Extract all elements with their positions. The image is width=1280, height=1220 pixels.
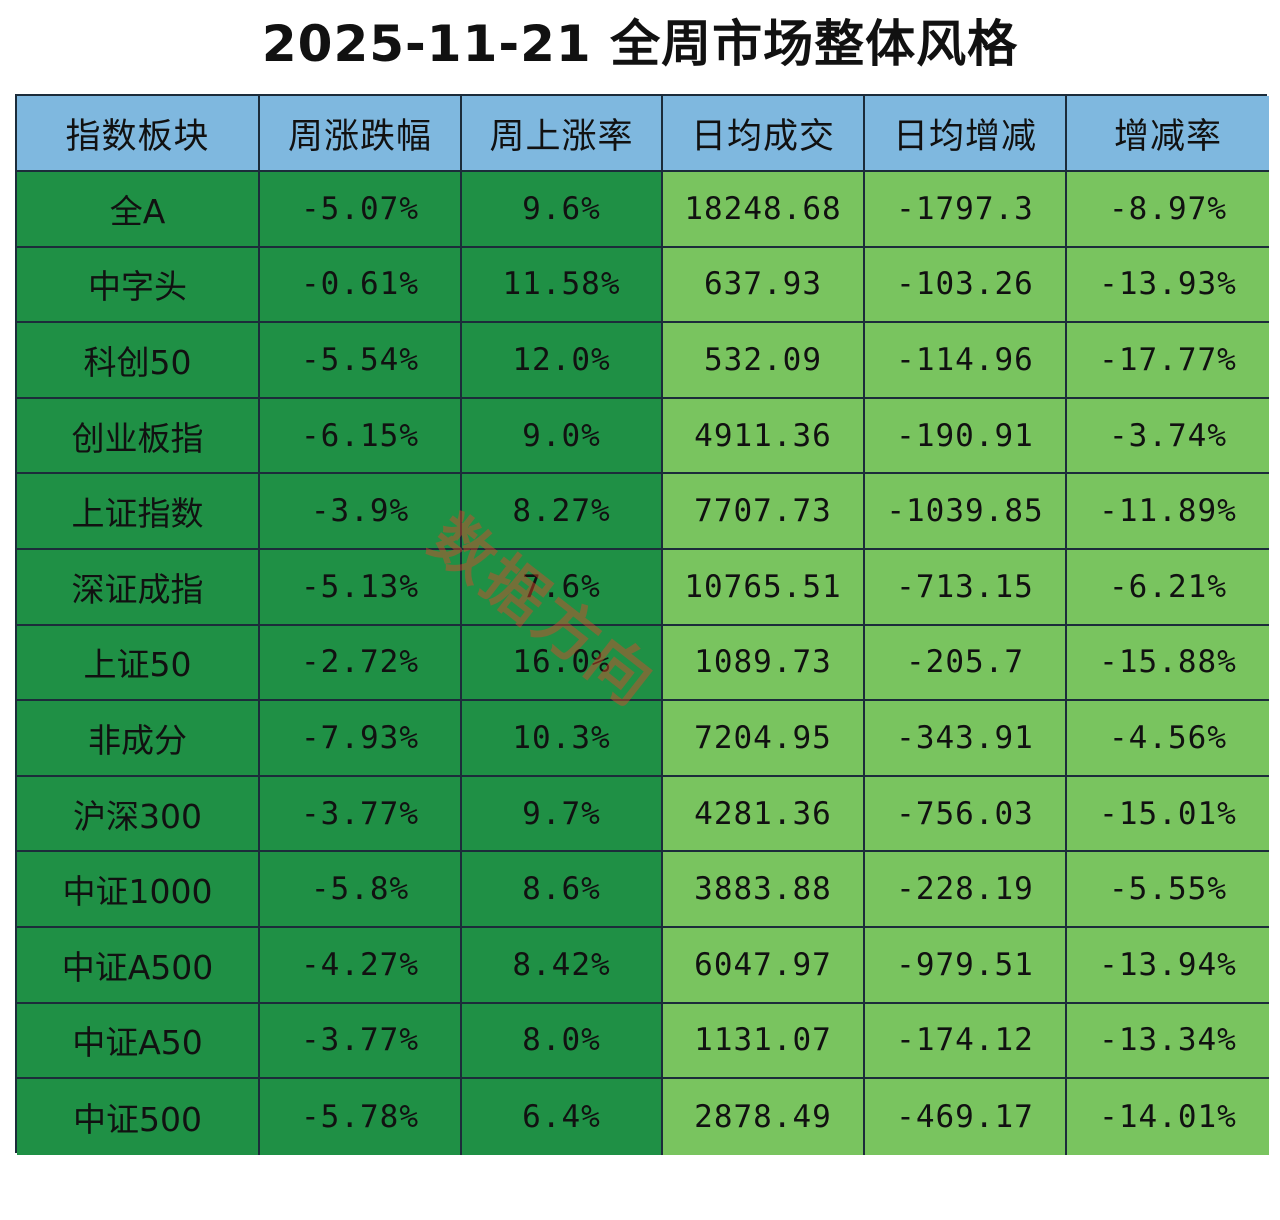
index-name-cell: 中字头: [17, 247, 260, 324]
table-cell: 10765.51: [663, 549, 865, 626]
table-cell: -3.74%: [1067, 398, 1269, 475]
table-cell: 4911.36: [663, 398, 865, 475]
table-cell: -1039.85: [865, 474, 1067, 550]
index-name-cell: 深证成指: [17, 549, 260, 626]
table-cell: -979.51: [865, 927, 1067, 1004]
table-cell: 6.4%: [462, 1079, 663, 1155]
table-cell: -5.55%: [1067, 852, 1269, 928]
table-cell: 1131.07: [663, 1003, 865, 1080]
table-cell: -190.91: [865, 398, 1067, 475]
column-header: 日均成交: [663, 96, 865, 172]
table-cell: -114.96: [865, 323, 1067, 399]
index-name-cell: 非成分: [17, 701, 260, 777]
table-cell: 4281.36: [663, 776, 865, 853]
index-name-cell: 科创50: [17, 323, 260, 399]
table-cell: -469.17: [865, 1079, 1067, 1155]
page-title: 2025-11-21 全周市场整体风格: [261, 15, 1019, 73]
table-cell: 9.0%: [462, 398, 663, 475]
table-cell: 637.93: [663, 247, 865, 324]
table-cell: -343.91: [865, 701, 1067, 777]
table-cell: -3.77%: [260, 1003, 462, 1080]
table-cell: -5.54%: [260, 323, 462, 399]
table-cell: 8.6%: [462, 852, 663, 928]
table-cell: 10.3%: [462, 701, 663, 777]
index-name-cell: 中证A50: [17, 1003, 260, 1080]
table-cell: -5.13%: [260, 549, 462, 626]
index-name-cell: 上证50: [17, 625, 260, 702]
index-name-cell: 创业板指: [17, 398, 260, 475]
table-cell: 8.42%: [462, 927, 663, 1004]
table-cell: -13.94%: [1067, 927, 1269, 1004]
table-cell: 7.6%: [462, 549, 663, 626]
table-cell: 7204.95: [663, 701, 865, 777]
table-cell: -6.21%: [1067, 549, 1269, 626]
table-cell: -4.56%: [1067, 701, 1269, 777]
table-cell: 7707.73: [663, 474, 865, 550]
table-cell: -14.01%: [1067, 1079, 1269, 1155]
index-name-cell: 全A: [17, 172, 260, 248]
table-cell: 9.7%: [462, 776, 663, 853]
table-cell: 8.0%: [462, 1003, 663, 1080]
table-cell: -0.61%: [260, 247, 462, 324]
table-cell: -6.15%: [260, 398, 462, 475]
table-cell: 18248.68: [663, 172, 865, 248]
index-name-cell: 上证指数: [17, 474, 260, 550]
table-cell: 1089.73: [663, 625, 865, 702]
table-cell: -174.12: [865, 1003, 1067, 1080]
market-style-table: 指数板块 周涨跌幅 周上涨率 日均成交 日均增减 增减率全A -5.07% 9.6% 18248…: [15, 94, 1269, 1155]
table-cell: -103.26: [865, 247, 1067, 324]
index-name-cell: 沪深300: [17, 776, 260, 853]
table-cell: -5.07%: [260, 172, 462, 248]
column-header: 周上涨率: [462, 96, 663, 172]
table-cell: -228.19: [865, 852, 1067, 928]
table-cell: -3.9%: [260, 474, 462, 550]
table-cell: -713.15: [865, 549, 1067, 626]
column-header: 日均增减: [865, 96, 1067, 172]
table-cell: 8.27%: [462, 474, 663, 550]
column-header: 增减率: [1067, 96, 1269, 172]
table-cell: -15.01%: [1067, 776, 1269, 853]
table-cell: 6047.97: [663, 927, 865, 1004]
index-name-cell: 中证500: [17, 1079, 260, 1155]
table-cell: 16.0%: [462, 625, 663, 702]
table-cell: -1797.3: [865, 172, 1067, 248]
table-cell: -4.27%: [260, 927, 462, 1004]
table-cell: -13.93%: [1067, 247, 1269, 324]
column-header: 指数板块: [17, 96, 260, 172]
index-name-cell: 中证1000: [17, 852, 260, 928]
table-cell: 2878.49: [663, 1079, 865, 1155]
index-name-cell: 中证A500: [17, 927, 260, 1004]
table-cell: -7.93%: [260, 701, 462, 777]
table-cell: -2.72%: [260, 625, 462, 702]
table-cell: 11.58%: [462, 247, 663, 324]
table-cell: 12.0%: [462, 323, 663, 399]
table-cell: -8.97%: [1067, 172, 1269, 248]
table-cell: -205.7: [865, 625, 1067, 702]
table-cell: 532.09: [663, 323, 865, 399]
table-cell: -5.78%: [260, 1079, 462, 1155]
table-cell: 9.6%: [462, 172, 663, 248]
table-cell: -5.8%: [260, 852, 462, 928]
table-cell: -15.88%: [1067, 625, 1269, 702]
table-cell: -17.77%: [1067, 323, 1269, 399]
table-cell: 3883.88: [663, 852, 865, 928]
table-cell: -756.03: [865, 776, 1067, 853]
table-cell: -13.34%: [1067, 1003, 1269, 1080]
column-header: 周涨跌幅: [260, 96, 462, 172]
table-cell: -11.89%: [1067, 474, 1269, 550]
table-cell: -3.77%: [260, 776, 462, 853]
